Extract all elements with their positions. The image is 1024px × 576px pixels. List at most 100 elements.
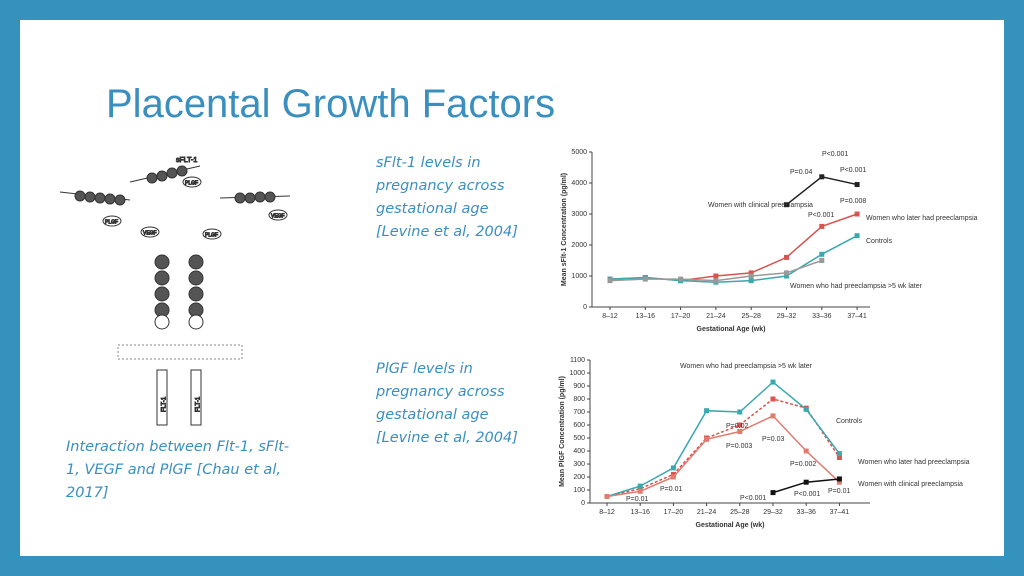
point (784, 202, 789, 208)
point (819, 174, 825, 180)
x-tick-label: 17–20 (671, 313, 691, 320)
point (670, 465, 676, 471)
point (854, 233, 860, 239)
x-tick-label: 37–41 (830, 509, 850, 516)
annotation: P=0.008 (840, 198, 866, 205)
point (836, 455, 842, 460)
series-label: Women with clinical preeclampsia (858, 481, 963, 488)
point (803, 448, 809, 454)
point (748, 278, 754, 284)
point (803, 406, 809, 412)
annotation: P=0.01 (828, 488, 850, 495)
series-label: Controls (836, 418, 863, 425)
x-tick-label: 17–20 (664, 509, 684, 516)
y-tick-label: 200 (573, 474, 585, 481)
point (770, 379, 776, 385)
point (704, 408, 710, 414)
x-tick-label: 21–24 (706, 313, 726, 320)
y-tick-label: 700 (573, 409, 585, 416)
series-label: Women who had preeclampsia >5 wk later (790, 283, 923, 290)
annotation: P<0.001 (740, 495, 766, 502)
diagram: sFLT-1 PLGF PLGF VEGF PLGF VEGF FLT-1 FL… (59, 156, 291, 426)
point (803, 479, 809, 485)
x-tick-label: 29–32 (777, 313, 797, 320)
x-tick-label: 37–41 (847, 313, 867, 320)
y-tick-label: 900 (573, 383, 585, 390)
annotation: P=0.002 (790, 461, 816, 468)
series-label: Women who later had preeclampsia (866, 215, 978, 222)
series-label: Women with clinical preeclampsia (708, 202, 813, 209)
diagram-label: FLT-1 (162, 396, 168, 412)
caption: Interaction between Flt-1, sFlt-1, VEGF … (66, 439, 290, 501)
point (607, 278, 613, 284)
diagram-label: VEGF (271, 213, 285, 219)
point (836, 476, 842, 482)
series-label: Women who later had preeclampsia (858, 459, 970, 466)
point (819, 251, 825, 257)
point (748, 273, 754, 279)
y-tick-label: 800 (573, 396, 585, 403)
point (770, 413, 776, 419)
slide: Placental Growth Factors sFlt-1 levels i… (20, 20, 1004, 556)
annotation: P<0.001 (840, 167, 866, 174)
slide-title: Placental Growth Factors (106, 82, 556, 126)
y-tick-label: 0 (581, 500, 585, 507)
point (737, 409, 743, 415)
point (770, 396, 776, 402)
point (854, 211, 860, 217)
point (604, 494, 610, 499)
annotation: P=0.03 (762, 436, 784, 443)
y-tick-label: 1100 (570, 357, 585, 364)
series-line (609, 235, 858, 283)
y-tick-label: 500 (573, 435, 585, 442)
annotation: P<0.001 (822, 151, 848, 158)
diagram-label: PLGF (205, 232, 218, 238)
y-axis-label: Mean PlGF Concentration (pg/ml) (559, 376, 566, 487)
x-tick-label: 8–12 (602, 313, 618, 320)
x-tick-label: 33–36 (796, 509, 816, 516)
series-label: Women who had preeclampsia >5 wk later (680, 363, 813, 370)
diagram-label: FLT-1 (196, 396, 202, 412)
point (637, 483, 643, 489)
x-tick-label: 13–16 (636, 313, 656, 320)
caption: PlGF levels in pregnancy across gestatio… (376, 361, 518, 446)
point (854, 182, 860, 188)
y-tick-label: 0 (583, 304, 587, 311)
point (678, 276, 684, 282)
x-tick-label: 29–32 (763, 509, 783, 516)
point (670, 471, 676, 477)
point (819, 258, 825, 263)
x-tick-label: 21–24 (697, 509, 717, 516)
y-tick-label: 4000 (571, 180, 587, 187)
point (784, 254, 789, 260)
series-line (606, 414, 840, 498)
y-tick-label: 100 (573, 487, 585, 494)
point (713, 278, 719, 284)
diagram-label: PLGF (185, 180, 198, 186)
y-tick-label: 600 (573, 422, 585, 429)
x-tick-label: 33–36 (812, 313, 832, 320)
series-line (606, 381, 840, 498)
x-tick-label: 25–28 (741, 313, 761, 320)
y-tick-label: 1000 (569, 370, 585, 377)
point (704, 436, 710, 442)
point (770, 490, 776, 496)
y-tick-label: 300 (573, 461, 585, 468)
series-line (606, 398, 841, 498)
annotation: P=0.02 (726, 423, 748, 430)
annotation: P<0.001 (808, 212, 834, 219)
point (670, 474, 676, 480)
y-axis-label: Mean sFlt-1 Concentration (pg/ml) (561, 173, 568, 286)
annotation: P<0.001 (794, 491, 820, 498)
point (637, 488, 643, 494)
x-tick-label: 8–12 (599, 509, 615, 516)
diagram-label: sFLT-1 (176, 157, 197, 164)
y-tick-label: 2000 (571, 242, 587, 249)
x-axis-label: Gestational Age (wk) (697, 326, 766, 333)
annotation: P=0.04 (790, 169, 812, 176)
y-tick-label: 3000 (571, 211, 587, 218)
point (836, 479, 842, 485)
point (637, 486, 643, 492)
point (642, 276, 648, 282)
